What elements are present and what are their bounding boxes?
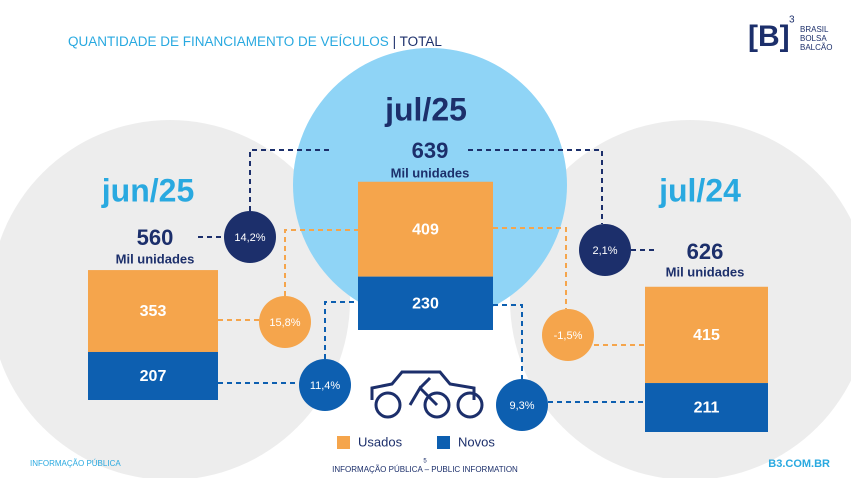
bike-frame bbox=[408, 376, 439, 407]
connector bbox=[218, 227, 645, 346]
legend-swatch bbox=[337, 436, 350, 449]
change-label: 11,4% bbox=[310, 380, 341, 392]
bar-usados bbox=[358, 181, 493, 277]
bar-label: 353 bbox=[140, 303, 167, 320]
logo-sup: 3 bbox=[789, 15, 795, 26]
change-label: -1,5% bbox=[554, 330, 583, 342]
logo-mark: [B] bbox=[748, 20, 790, 53]
change-badge bbox=[496, 379, 548, 431]
total: 560 bbox=[137, 225, 174, 250]
wheel bbox=[423, 391, 451, 419]
wheel bbox=[456, 391, 484, 419]
vehicle-icon bbox=[370, 370, 484, 419]
bar-novos bbox=[645, 383, 768, 432]
period-label: jul/25 bbox=[384, 91, 467, 127]
total: 639 bbox=[412, 138, 449, 163]
connectors bbox=[198, 149, 655, 403]
change-label: 2,1% bbox=[592, 245, 617, 257]
footer-left: INFORMAÇÃO PÚBLICA bbox=[30, 459, 121, 468]
change-badge bbox=[224, 211, 276, 263]
bar-label: 211 bbox=[694, 400, 720, 417]
period-label: jul/24 bbox=[658, 172, 741, 208]
logo-line: BRASIL bbox=[800, 25, 829, 34]
bar-usados bbox=[88, 270, 218, 352]
unit: Mil unidades bbox=[391, 165, 470, 180]
unit: Mil unidades bbox=[666, 264, 745, 279]
bar-label: 230 bbox=[412, 296, 439, 313]
change-badge bbox=[259, 296, 311, 348]
car-body bbox=[370, 370, 476, 400]
page-number: 5 bbox=[423, 459, 427, 465]
logo-line: BOLSA bbox=[800, 34, 827, 43]
change-badge bbox=[579, 224, 631, 276]
bar-novos bbox=[88, 351, 218, 400]
connector bbox=[198, 149, 655, 251]
bar-label: 409 bbox=[412, 221, 439, 238]
change-label: 9,3% bbox=[509, 400, 534, 412]
legend-label: Novos bbox=[458, 434, 495, 449]
bars: 353 207 409 230 415 211 bbox=[88, 181, 768, 432]
legend-swatch bbox=[437, 436, 450, 449]
change-badge bbox=[299, 359, 351, 411]
title-text: QUANTIDADE DE FINANCIAMENTO DE VEÍCULOS bbox=[68, 34, 389, 49]
bar-novos bbox=[358, 276, 493, 330]
unit: Mil unidades bbox=[116, 251, 195, 266]
footer-right: B3.COM.BR bbox=[768, 458, 830, 470]
bar-usados bbox=[645, 286, 768, 384]
connector bbox=[218, 301, 645, 403]
logo-line: BALCÃO bbox=[800, 43, 832, 52]
period-label: jun/25 bbox=[101, 172, 194, 208]
total: 626 bbox=[687, 239, 724, 264]
bar-label: 415 bbox=[693, 327, 720, 344]
change-label: 14,2% bbox=[234, 232, 265, 244]
legend-label: Usados bbox=[358, 434, 403, 449]
footer-center: INFORMAÇÃO PÚBLICA – PUBLIC INFORMATION bbox=[332, 465, 518, 474]
change-label: 15,8% bbox=[269, 317, 300, 329]
changes: 14,2% 15,8% 11,4% 2,1% -1,5% 9,3% bbox=[224, 211, 631, 431]
change-badge bbox=[542, 309, 594, 361]
bar-label: 207 bbox=[140, 368, 167, 385]
title-suffix: | TOTAL bbox=[393, 34, 443, 49]
title: QUANTIDADE DE FINANCIAMENTO DE VEÍCULOS … bbox=[68, 34, 442, 49]
wheel bbox=[374, 391, 402, 419]
